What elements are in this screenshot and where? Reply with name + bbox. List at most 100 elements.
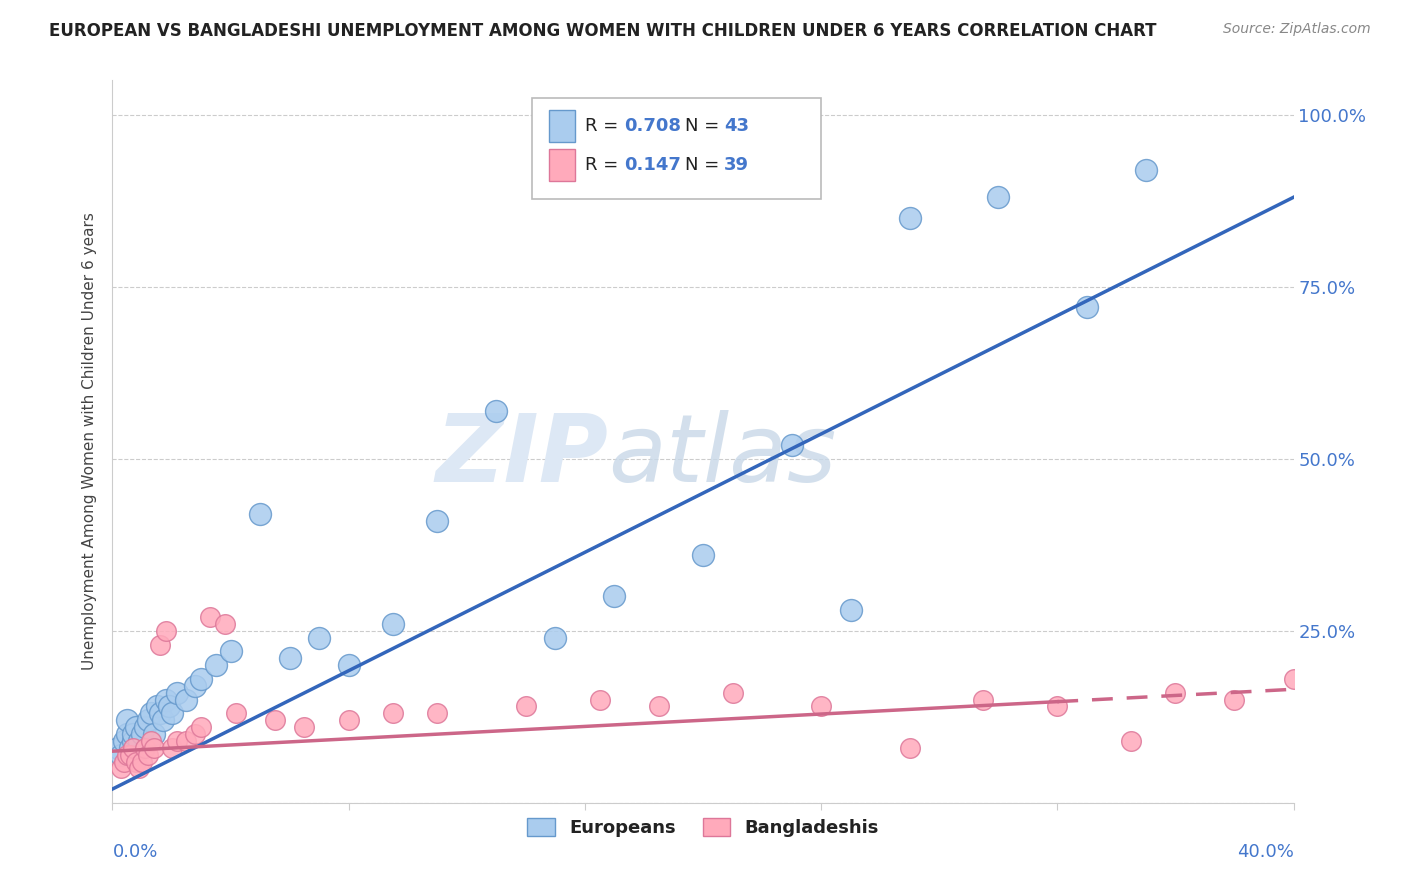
Point [721, 686, 744, 700]
Text: 0.708: 0.708 [624, 117, 681, 135]
Point [157, 699, 180, 714]
Point [174, 734, 197, 748]
Point [117, 713, 138, 727]
Text: 43: 43 [724, 117, 749, 135]
Text: ZIP: ZIP [436, 410, 609, 502]
Point [149, 638, 172, 652]
Point [839, 603, 862, 617]
Point [117, 747, 138, 762]
Point [515, 699, 537, 714]
Point [125, 720, 148, 734]
Point [174, 692, 197, 706]
Point [160, 740, 183, 755]
Point [112, 734, 135, 748]
Point [131, 727, 153, 741]
Point [128, 761, 150, 775]
Point [155, 692, 177, 706]
Point [987, 190, 1010, 204]
Point [128, 734, 150, 748]
Point [134, 740, 156, 755]
Text: R =: R = [585, 156, 630, 174]
Point [112, 755, 135, 769]
Point [1119, 734, 1142, 748]
Point [588, 692, 610, 706]
Point [190, 672, 212, 686]
Point [142, 740, 165, 755]
Point [278, 651, 301, 665]
Text: 39: 39 [724, 156, 749, 174]
Point [117, 727, 138, 741]
Point [337, 658, 360, 673]
Point [184, 727, 207, 741]
Point [152, 713, 174, 727]
Point [1282, 672, 1305, 686]
Point [214, 616, 236, 631]
Point [485, 403, 508, 417]
Point [139, 706, 162, 721]
Point [110, 747, 132, 762]
Bar [550, 110, 575, 142]
Point [308, 631, 330, 645]
Point [166, 734, 188, 748]
Point [131, 755, 153, 769]
Point [810, 699, 832, 714]
Point [292, 720, 315, 734]
Point [382, 616, 405, 631]
Point [120, 747, 142, 762]
Point [780, 438, 803, 452]
Point [184, 679, 207, 693]
Text: atlas: atlas [609, 410, 837, 501]
Point [1135, 162, 1157, 177]
Point [205, 658, 228, 673]
Point [249, 507, 271, 521]
Point [647, 699, 671, 714]
Point [973, 692, 995, 706]
Point [898, 740, 921, 755]
Point [219, 644, 242, 658]
Point [1076, 301, 1098, 315]
Text: 0.0%: 0.0% [112, 843, 157, 861]
Point [125, 755, 148, 769]
FancyBboxPatch shape [531, 98, 821, 200]
Point [149, 706, 172, 721]
Text: EUROPEAN VS BANGLADESHI UNEMPLOYMENT AMONG WOMEN WITH CHILDREN UNDER 6 YEARS COR: EUROPEAN VS BANGLADESHI UNEMPLOYMENT AMO… [49, 22, 1157, 40]
Point [136, 747, 159, 762]
Point [198, 610, 221, 624]
Point [544, 631, 567, 645]
Bar [550, 149, 575, 181]
Point [155, 624, 177, 638]
Point [142, 727, 165, 741]
Point [426, 706, 449, 721]
Point [146, 699, 169, 714]
Text: N =: N = [685, 117, 725, 135]
Point [122, 734, 145, 748]
Point [1164, 686, 1187, 700]
Point [120, 740, 142, 755]
Y-axis label: Unemployment Among Women with Children Under 6 years: Unemployment Among Women with Children U… [82, 212, 97, 671]
Text: N =: N = [685, 156, 725, 174]
Point [264, 713, 287, 727]
Text: 40.0%: 40.0% [1237, 843, 1294, 861]
Point [139, 734, 162, 748]
Text: R =: R = [585, 117, 624, 135]
Text: Source: ZipAtlas.com: Source: ZipAtlas.com [1223, 22, 1371, 37]
Point [1223, 692, 1246, 706]
Point [225, 706, 247, 721]
Point [110, 761, 132, 775]
Legend: Europeans, Bangladeshis: Europeans, Bangladeshis [520, 811, 886, 845]
Point [382, 706, 405, 721]
Point [122, 727, 145, 741]
Point [134, 720, 156, 734]
Point [190, 720, 212, 734]
Point [1046, 699, 1069, 714]
Point [898, 211, 921, 225]
Point [337, 713, 360, 727]
Point [136, 713, 159, 727]
Point [603, 590, 626, 604]
Text: 0.147: 0.147 [624, 156, 681, 174]
Point [166, 686, 188, 700]
Point [160, 706, 183, 721]
Point [122, 740, 145, 755]
Point [107, 740, 129, 755]
Point [692, 548, 714, 562]
